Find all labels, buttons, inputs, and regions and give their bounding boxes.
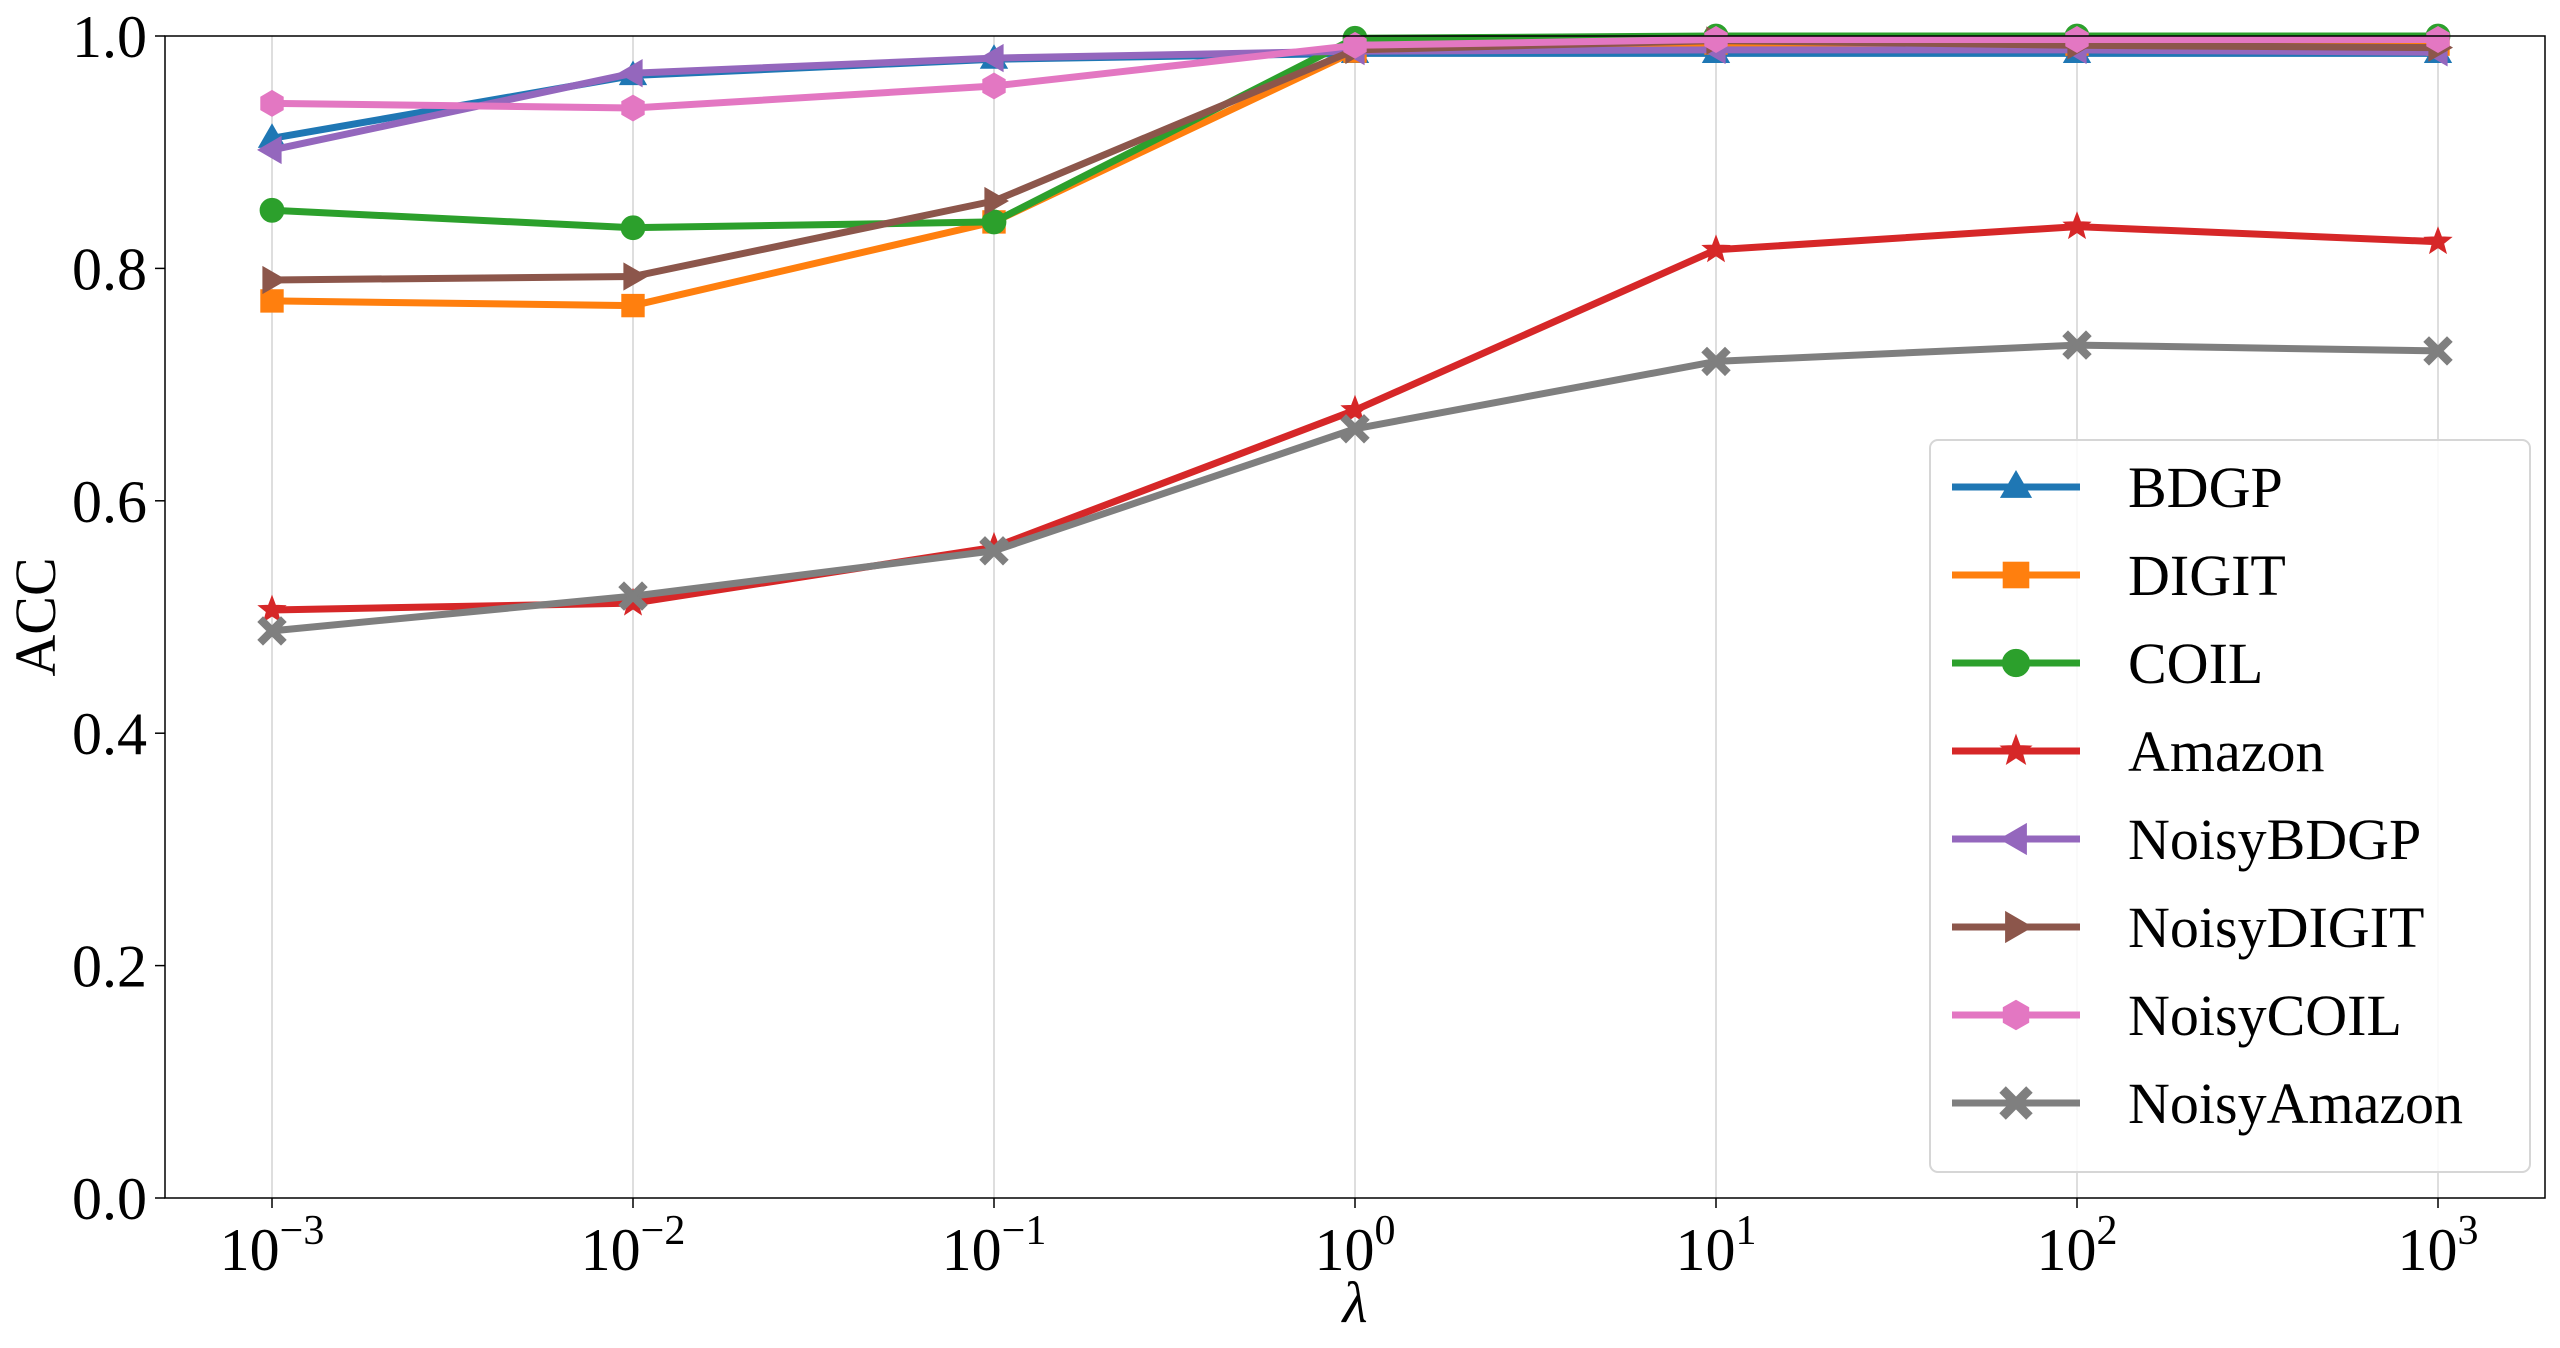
x-tick-label-base: 10 (1315, 1217, 1375, 1283)
data-point (1340, 394, 1370, 423)
legend-marker (1999, 469, 2033, 498)
data-point (2062, 211, 2092, 240)
data-point (982, 72, 1006, 100)
data-point (618, 581, 648, 611)
data-point (2423, 226, 2453, 255)
data-point (1340, 414, 1370, 444)
y-tick-label: 0.6 (72, 469, 147, 535)
data-point (2423, 336, 2453, 366)
data-point (1701, 346, 1731, 377)
legend-label: BDGP (2128, 455, 2283, 520)
legend-marker (2005, 910, 2034, 944)
x-tick-label: 102 (2037, 1208, 2118, 1283)
data-point (2062, 330, 2092, 360)
x-tick-label-exponent: 0 (1375, 1208, 1396, 1254)
data-point (979, 536, 1009, 566)
data-point (259, 197, 285, 223)
legend-label: DIGIT (2128, 543, 2286, 608)
data-point (617, 59, 643, 88)
data-point (981, 209, 1007, 235)
data-point (984, 186, 1010, 216)
y-tick-label: 1.0 (72, 4, 147, 70)
x-tick-label-exponent: 3 (2458, 1208, 2479, 1254)
data-point (2426, 26, 2450, 53)
data-point (621, 94, 645, 122)
x-tick-label-base: 10 (2398, 1217, 2458, 1283)
legend-label: NoisyAmazon (2128, 1071, 2463, 1136)
legend-item: Amazon (1952, 719, 2325, 784)
x-tick-label-base: 10 (2037, 1217, 2097, 1283)
y-tick-label: 0.4 (72, 701, 147, 767)
series-noisyamazon (257, 330, 2453, 646)
legend-marker (1998, 822, 2027, 856)
series-noisycoil (260, 26, 2450, 122)
legend-item: BDGP (1952, 455, 2283, 520)
x-tick-label-exponent: 2 (2097, 1208, 2118, 1254)
x-tick-label: 103 (2398, 1208, 2479, 1283)
x-tick-label-base: 10 (942, 1217, 1002, 1283)
legend: BDGP DIGIT COIL Amazon NoisyBDGP NoisyDIGIT No… (1929, 439, 2531, 1173)
x-tick-label-base: 10 (581, 1217, 641, 1283)
data-point (260, 289, 284, 313)
x-tick-label-exponent: −3 (280, 1208, 325, 1254)
data-point (257, 594, 287, 623)
legend-item: NoisyCOIL (1952, 983, 2402, 1048)
axes: 10−3 10−2 10−1 100 101 102 1030.00.20.40.60.81… (72, 4, 2479, 1283)
legend-marker (2002, 561, 2030, 589)
legend-marker (2001, 648, 2031, 678)
y-tick-label: 0.0 (72, 1166, 147, 1232)
legend-label: NoisyDIGIT (2128, 895, 2424, 960)
data-point (262, 265, 288, 295)
legend-label: COIL (2128, 631, 2263, 696)
data-point (1343, 31, 1367, 59)
x-tick-label-base: 10 (220, 1217, 280, 1283)
x-tick-label: 10−1 (942, 1208, 1047, 1283)
legend-item: NoisyDIGIT (1952, 895, 2424, 960)
plot-frame (164, 35, 2546, 1199)
x-tick-label-exponent: −1 (1002, 1208, 1047, 1254)
x-tick-label: 101 (1676, 1208, 1757, 1283)
data-point (257, 616, 287, 646)
data-point (620, 215, 646, 241)
data-point (623, 262, 649, 291)
legend-marker (1999, 733, 2033, 766)
legend-item: DIGIT (1952, 543, 2286, 608)
legend-item: NoisyAmazon (1952, 1071, 2463, 1136)
x-tick-label: 100 (1315, 1208, 1396, 1283)
x-tick-label: 10−3 (220, 1208, 325, 1283)
data-point (1701, 234, 1731, 263)
x-axis-label: λ (1340, 1270, 1367, 1335)
data-point (1704, 26, 1728, 53)
legend-label: Amazon (2128, 719, 2325, 784)
legend-box (1929, 439, 2531, 1173)
legend-label: NoisyCOIL (2128, 983, 2402, 1048)
data-point (621, 293, 645, 318)
data-point (978, 43, 1004, 73)
x-tick-label-base: 10 (1676, 1217, 1736, 1283)
legend-marker (1999, 1086, 2033, 1120)
data-point (260, 89, 284, 117)
data-point (2065, 26, 2089, 53)
y-axis-label: ACC (3, 557, 68, 676)
legend-item: COIL (1952, 631, 2263, 696)
legend-marker (2002, 999, 2030, 1031)
legend-label: NoisyBDGP (2128, 807, 2421, 872)
series-layer (256, 23, 2454, 646)
y-tick-label: 0.8 (72, 236, 147, 302)
y-tick-label: 0.2 (72, 934, 147, 1000)
x-tick-label-exponent: −2 (641, 1208, 686, 1254)
legend-item: NoisyBDGP (1952, 807, 2421, 872)
x-tick-label: 10−2 (581, 1208, 686, 1283)
x-tick-label-exponent: 1 (1736, 1208, 1757, 1254)
data-point (256, 135, 282, 165)
